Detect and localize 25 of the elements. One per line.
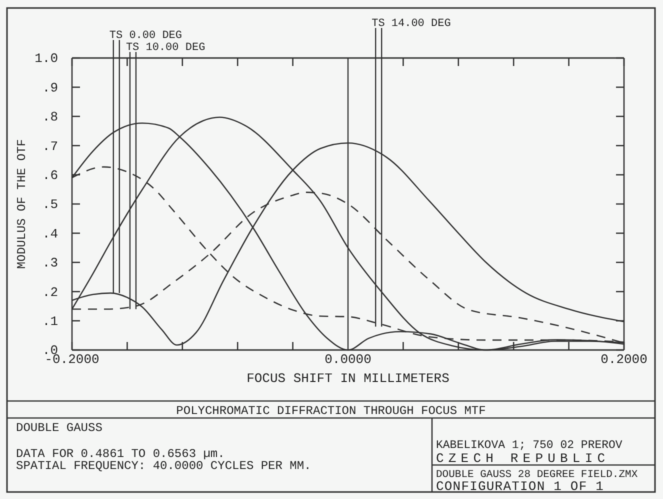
text: DATA FOR 0.4861 TO 0.6563 µm. <box>16 447 225 461</box>
text: CZECH REPUBLIC <box>436 451 610 466</box>
y-tick-label: .1 <box>42 314 58 329</box>
annotation: TS 14.00 DEG <box>372 18 451 30</box>
y-tick-label: .8 <box>42 110 58 125</box>
y-tick-label: .2 <box>42 284 58 300</box>
x-tick-label: 0.2000 <box>600 352 648 368</box>
x-axis-title: FOCUS SHIFT IN MILLIMETERS <box>246 371 450 386</box>
text: POLYCHROMATIC DIFFRACTION THROUGH FOCUS MTF <box>176 404 486 418</box>
y-tick-label: .9 <box>42 80 58 96</box>
y-tick-label: 1.0 <box>34 51 58 66</box>
y-tick-label: .7 <box>42 138 58 154</box>
y-tick-label: .3 <box>42 256 58 271</box>
text: CONFIGURATION 1 OF 1 <box>436 479 604 494</box>
y-tick-label: .6 <box>42 168 58 183</box>
text: DOUBLE GAUSS 28 DEGREE FIELD.ZMX <box>436 469 638 481</box>
x-tick-label: 0.0000 <box>324 352 372 368</box>
annotation: TS 0.00 DEG <box>109 30 182 42</box>
annotation: TS 10.00 DEG <box>126 42 206 54</box>
text: SPATIAL FREQUENCY: 40.0000 CYCLES PER MM. <box>16 459 312 473</box>
text: DOUBLE GAUSS <box>16 421 102 435</box>
text: KABELIKOVA 1; 750 02 PREROV <box>436 439 622 452</box>
y-tick-label: .4 <box>42 226 58 242</box>
y-tick-label: .5 <box>42 197 58 212</box>
y-axis-title: MODULUS OF THE OTF <box>15 139 29 269</box>
